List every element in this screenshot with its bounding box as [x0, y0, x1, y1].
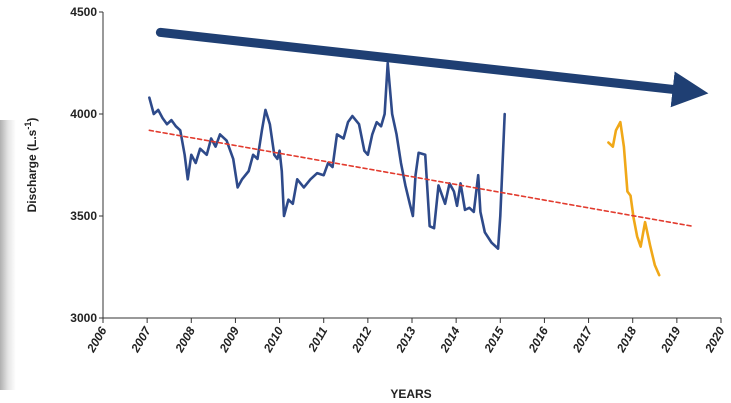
decreasing-trend-arrow: [155, 27, 709, 108]
annotation-layer: [155, 27, 709, 108]
discharge-series-2017-2018: [607, 120, 661, 277]
y-tick-label: 3500: [70, 209, 97, 223]
y-tick-label: 3000: [70, 311, 97, 325]
x-tick-label: 2017: [569, 323, 596, 355]
x-tick-label: 2010: [260, 324, 286, 355]
discharge-series-2007-2015: [148, 61, 507, 250]
series-layer: [148, 61, 694, 277]
x-tick-label: 2019: [657, 324, 683, 355]
y-tick-label: 4000: [70, 107, 97, 121]
x-tick-label: 2008: [172, 324, 198, 355]
x-axis-title: YEARS: [390, 387, 431, 401]
y-tick-label: 4500: [70, 5, 97, 19]
y-axis-title: Discharge (L.s-1): [23, 118, 39, 213]
x-tick-label: 2007: [128, 323, 155, 355]
x-tick-label: 2013: [393, 324, 419, 355]
x-axis-ticks: 2006 2007 2008 2009 2010 2011 2012 2013 2014 2015…: [84, 318, 728, 355]
x-tick-label: 2015: [481, 324, 507, 355]
x-tick-label: 2009: [216, 324, 242, 355]
left-edge-shadow: [0, 120, 16, 390]
x-tick-label: 2018: [613, 324, 639, 355]
y-axis-title-suffix: ): [25, 118, 39, 122]
x-tick-label: 2011: [305, 324, 331, 354]
y-axis-title-superscript: -1: [23, 122, 33, 130]
y-axis-ticks: 3000 3500 4000 4500: [70, 5, 103, 325]
trend-line: [148, 129, 694, 227]
x-tick-label: 2020: [702, 324, 728, 355]
x-tick-label: 2016: [525, 324, 551, 355]
x-tick-label: 2012: [348, 324, 374, 355]
x-tick-label: 2006: [84, 324, 110, 355]
y-axis-title-main: Discharge (L.s: [25, 129, 39, 212]
x-tick-label: 2014: [437, 324, 463, 355]
